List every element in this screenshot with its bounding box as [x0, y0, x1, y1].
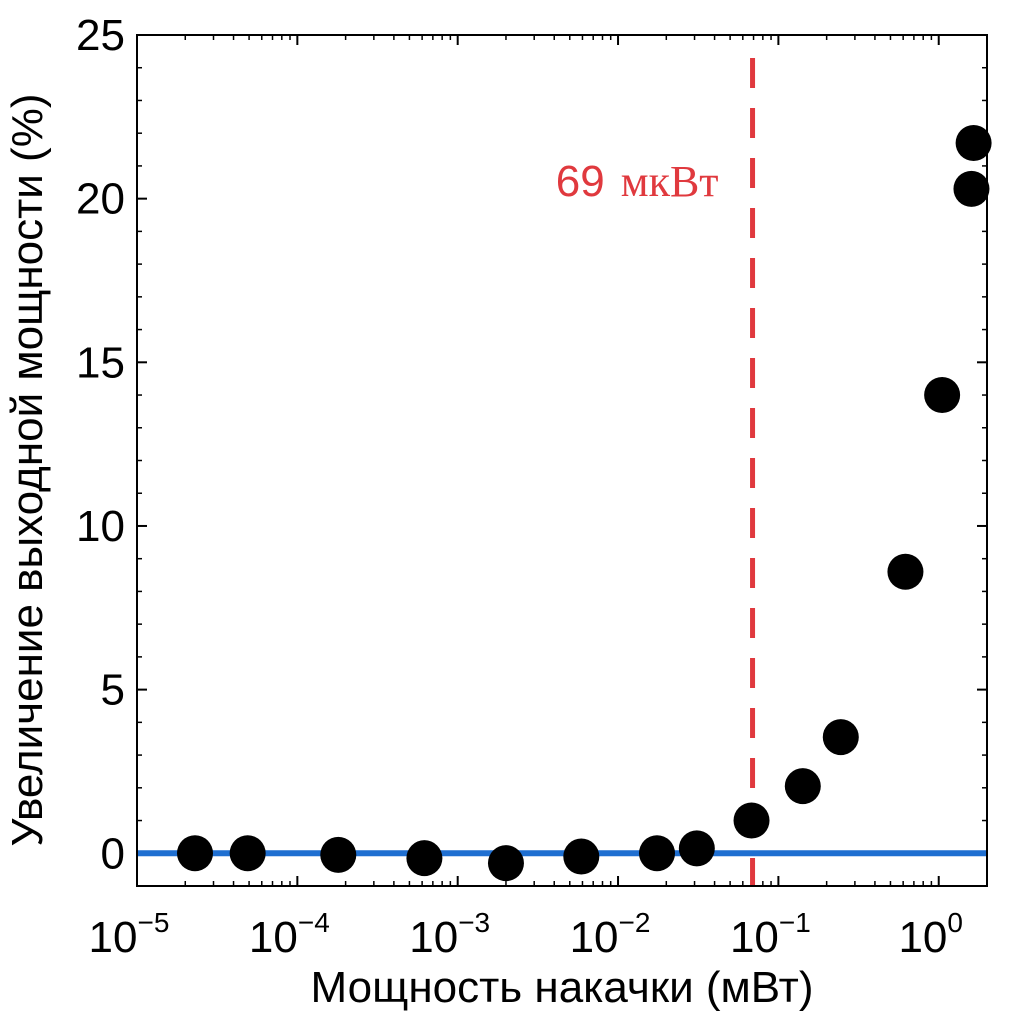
- x-tick-exponent: −4: [298, 907, 330, 938]
- threshold-value: 69: [556, 157, 605, 206]
- x-tick-base: 10: [409, 913, 458, 962]
- data-point: [955, 125, 992, 162]
- x-tick-base: 10: [730, 913, 779, 962]
- data-point: [177, 835, 214, 872]
- data-point: [487, 845, 524, 882]
- y-tick-label: 10: [76, 502, 125, 551]
- data-point: [822, 719, 859, 756]
- x-tick-exponent: −5: [138, 907, 170, 938]
- y-axis-title: Увеличение выходной мощности (%): [3, 94, 52, 847]
- x-tick-base: 10: [249, 913, 298, 962]
- data-point: [639, 835, 676, 872]
- x-tick-base: 10: [89, 913, 138, 962]
- data-point: [784, 768, 821, 805]
- plot-frame: [136, 34, 988, 887]
- x-tick-label: 10−1: [730, 907, 811, 962]
- y-tick-label: 0: [101, 829, 125, 878]
- x-tick-label: 100: [898, 907, 963, 962]
- y-tick-label: 25: [76, 11, 125, 60]
- data-point: [924, 377, 961, 414]
- x-tick-label: 10−4: [249, 907, 330, 962]
- threshold-unit: мкВт: [621, 157, 719, 206]
- y-tick-label: 20: [76, 175, 125, 224]
- threshold-annotation: 69 мкВт: [556, 157, 719, 206]
- data-point: [229, 835, 266, 872]
- x-axis-title: Мощность накачки (мВт): [311, 963, 814, 1012]
- data-point: [953, 170, 990, 207]
- x-tick-label: 10−3: [409, 907, 490, 962]
- x-tick-base: 10: [570, 913, 619, 962]
- x-tick-exponent: −2: [619, 907, 651, 938]
- data-point: [733, 802, 770, 839]
- data-point: [678, 830, 715, 867]
- data-point: [563, 838, 600, 875]
- x-tick-label: 10−5: [89, 907, 170, 962]
- x-tick-base: 10: [898, 913, 947, 962]
- x-tick-exponent: −1: [779, 907, 811, 938]
- data-point: [406, 840, 443, 877]
- x-tick-exponent: −3: [458, 907, 490, 938]
- points-layer: [177, 125, 992, 882]
- x-tick-label: 10−2: [570, 907, 651, 962]
- y-tick-label: 15: [76, 338, 125, 387]
- y-tick-label: 5: [101, 666, 125, 715]
- data-point: [320, 836, 357, 873]
- data-point: [887, 553, 924, 590]
- x-tick-exponent: 0: [947, 907, 963, 938]
